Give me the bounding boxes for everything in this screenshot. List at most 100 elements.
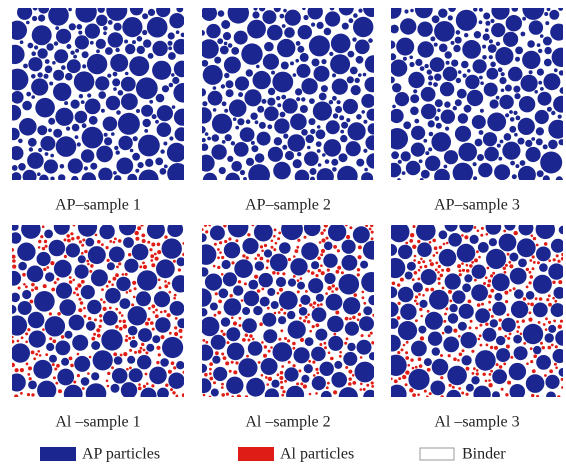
al-particle [484,379,488,383]
al-particle [12,339,15,344]
al-particle [230,360,234,364]
ap-particle [499,77,507,85]
al-particle [507,336,511,340]
ap-particle [337,165,358,180]
al-particle [359,356,363,359]
al-particle [425,287,429,292]
ap-particle [17,301,32,315]
ap-particle [515,46,523,55]
ap-particle [322,153,326,157]
al-particle [287,360,291,364]
al-particle [504,334,508,338]
ap-particle [429,289,449,310]
al-particle [435,251,439,255]
ap-particle [312,101,332,121]
al-particle [274,241,278,245]
al-particle [25,285,28,289]
al-particle [118,311,122,315]
al-particle [35,352,39,356]
ap-particle [87,93,92,98]
ap-particle [519,160,526,166]
ap-particle [548,119,563,139]
al-particle [471,349,475,353]
al-particle [278,231,282,235]
ap-particle [262,53,279,70]
ap-particle [220,317,231,327]
ap-particle [226,327,241,342]
ap-particle [76,24,83,30]
ap-particle [173,60,184,78]
ap-particle [105,47,113,55]
al-particle [476,229,480,233]
ap-particle [457,70,462,74]
al-particle [357,245,362,250]
al-particle [259,245,264,249]
ap-particle [239,169,246,176]
ap-particle [423,138,428,143]
ap-particle [248,279,259,290]
ap-particle [171,105,176,109]
al-particle [367,334,371,338]
al-particle [458,352,463,357]
al-particle [402,374,407,380]
ap-particle [65,72,73,81]
ap-particle [356,339,372,355]
al-particle [311,325,315,329]
al-particle [51,287,56,292]
al-particle [440,354,443,357]
legend-label: AP particles [82,446,160,463]
ap-particle [279,13,285,19]
ap-particle [453,44,461,53]
al-particle [254,257,257,260]
ap-particle [38,147,43,153]
ap-particle [175,30,180,34]
al-particle [205,340,209,344]
al-particle [398,377,402,381]
al-particle [37,350,40,353]
ap-particle [115,47,120,53]
ap-particle [339,115,345,121]
ap-particle [167,40,173,46]
ap-particle [275,276,287,288]
al-particle [357,312,362,316]
al-particle [54,367,58,371]
ap-particle [400,303,417,320]
ap-particle [80,377,90,386]
al-particle [485,233,489,236]
al-particle [178,328,183,333]
al-particle [119,353,123,357]
ap-particle [511,8,519,12]
al-particle [204,225,207,227]
ap-particle [500,88,505,93]
al-particle [547,320,552,324]
ap-particle [443,150,459,165]
al-particle [365,225,369,227]
al-particle [265,266,269,270]
ap-particle [12,232,22,244]
ap-particle [434,21,455,42]
ap-particle [366,108,374,121]
al-particle [231,395,235,397]
ap-particle [489,99,499,109]
al-particle [458,273,462,277]
ap-particle [316,168,334,180]
al-particle [510,355,514,359]
al-particle [320,303,323,306]
al-particle [361,296,365,300]
ap-particle [344,321,359,336]
ap-particle [364,55,374,73]
ap-particle [444,325,453,334]
ap-particle [509,125,517,133]
al-particle [561,252,563,257]
ap-particle [461,355,472,366]
ap-particle [87,246,106,265]
ap-particle [105,95,121,111]
al-particle [345,337,349,341]
ap-particle [238,358,258,378]
ap-particle [492,391,500,397]
al-particle [292,364,296,368]
al-particle [221,382,224,386]
ap-particle [202,233,207,243]
ap-particle [443,336,460,353]
ap-particle [448,8,456,12]
